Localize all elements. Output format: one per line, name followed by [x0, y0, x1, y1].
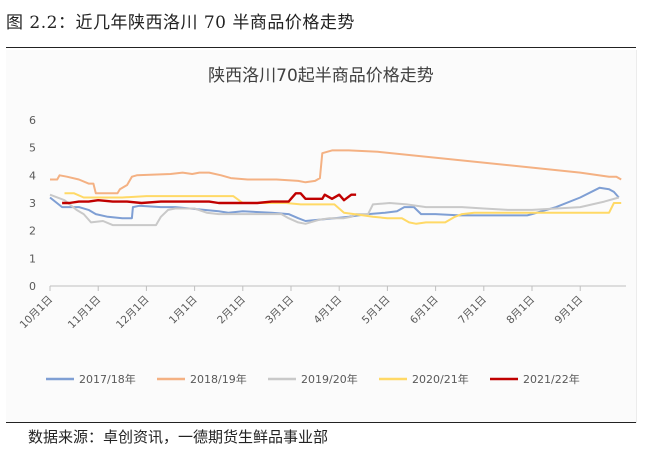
x-tick-label: 6月1日: [408, 294, 441, 327]
x-tick-label: 9月1日: [553, 294, 586, 327]
y-tick-label: 3: [29, 197, 36, 210]
x-tick-label: 12月1日: [114, 294, 152, 332]
legend-label: 2019/20年: [301, 372, 358, 386]
source-note: 数据来源：卓创资讯，一德期货生鲜品事业部: [28, 428, 329, 446]
series-lines: [49, 149, 622, 227]
series-line-3: [49, 193, 620, 227]
series-line-5: [62, 192, 357, 205]
figure-caption: 图 2.2：近几年陕西洛川 70 半商品价格走势: [6, 13, 355, 33]
y-tick-label: 6: [29, 114, 36, 127]
x-tick-label: 7月1日: [456, 294, 489, 327]
x-tick-label: 10月1日: [18, 294, 56, 332]
series-line-2: [50, 149, 622, 195]
x-tick-label: 8月1日: [504, 294, 537, 327]
legend: 2017/18年 2018/19年 2019/20年 2020/21年 2021/22年: [46, 372, 580, 386]
y-axis: 0 1 2 3 4 5 6: [29, 114, 36, 293]
x-tick-label: 2月1日: [215, 294, 248, 327]
legend-label: 2021/22年: [523, 372, 580, 386]
x-tick-label: 5月1日: [360, 294, 393, 327]
x-tick-label: 11月1日: [66, 294, 104, 332]
x-tick-label: 4月1日: [312, 294, 345, 327]
y-tick-label: 0: [29, 280, 36, 293]
source-divider: [6, 422, 636, 423]
legend-label: 2017/18年: [79, 372, 136, 386]
x-tick-label: 3月1日: [263, 294, 296, 327]
caption-divider: [6, 47, 636, 48]
y-tick-label: 5: [29, 142, 36, 155]
legend-label: 2020/21年: [412, 372, 469, 386]
line-chart: 陕西洛川70起半商品价格走势 0 1 2 3 4 5 6 10月1日 11月1日 12月1日 1月…: [18, 66, 626, 386]
x-axis: 10月1日 11月1日 12月1日 1月1日 2月1日 3月1日 4月1日 5月1日 6月1日 7…: [18, 285, 626, 332]
y-tick-label: 4: [29, 169, 36, 182]
y-tick-label: 2: [29, 225, 36, 238]
chart-panel: 陕西洛川70起半商品价格走势 0 1 2 3 4 5 6 10月1日 11月1日 12月1日 1月…: [6, 50, 637, 423]
series-line-4: [64, 192, 622, 225]
x-tick-label: 1月1日: [167, 294, 200, 327]
chart-title: 陕西洛川70起半商品价格走势: [208, 66, 434, 86]
y-tick-label: 1: [29, 252, 36, 265]
legend-label: 2018/19年: [190, 372, 247, 386]
